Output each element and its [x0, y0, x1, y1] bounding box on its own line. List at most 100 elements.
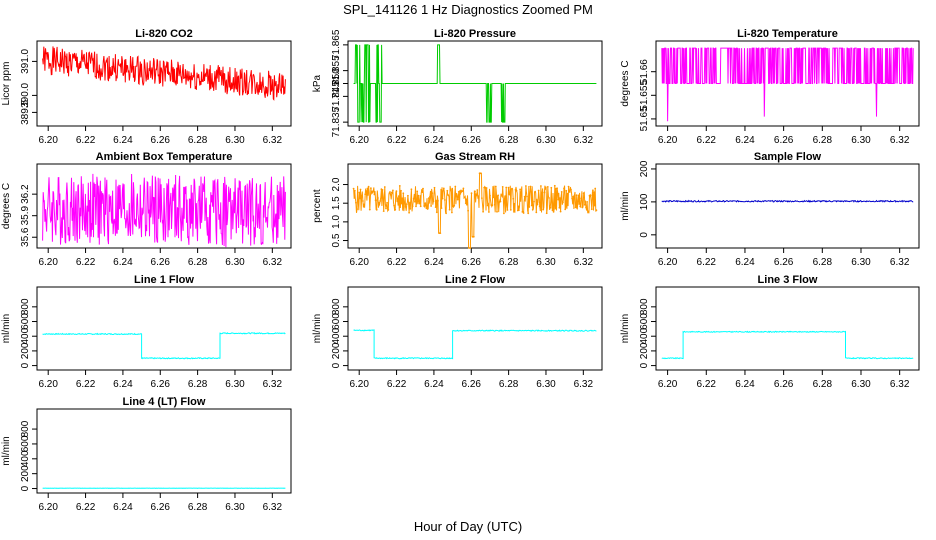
x-tick-label: 6.32 — [263, 257, 283, 268]
data-point — [577, 200, 579, 203]
x-tick-label: 6.26 — [774, 379, 794, 390]
data-point — [497, 194, 499, 197]
x-tick-label: 6.24 — [113, 379, 133, 390]
data-point — [472, 235, 475, 238]
x-tick-label: 6.32 — [263, 502, 283, 513]
data-point — [456, 198, 459, 201]
data-point — [378, 201, 380, 204]
data-point — [503, 212, 505, 215]
data-point — [383, 186, 386, 188]
data-point — [424, 202, 427, 205]
data-point — [541, 191, 543, 194]
data-point — [499, 200, 502, 203]
y-tick-label: 800 — [639, 298, 650, 315]
y-tick-label: 35.6 — [20, 227, 31, 247]
panel-title: Line 4 (LT) Flow — [123, 396, 206, 408]
series-line-co2 — [42, 46, 286, 101]
x-tick-label: 6.24 — [424, 379, 444, 390]
x-tick-label: 6.30 — [225, 135, 245, 146]
data-point — [423, 205, 425, 207]
panel-title: Sample Flow — [754, 151, 822, 163]
data-point — [455, 193, 458, 195]
data-point — [592, 189, 594, 192]
data-point — [488, 211, 490, 213]
figure-title: SPL_141126 1 Hz Diagnostics Zoomed PM — [343, 2, 593, 17]
x-tick-label: 6.26 — [462, 379, 482, 390]
x-tick-label: 6.28 — [813, 379, 833, 390]
data-point — [363, 203, 365, 206]
data-point — [506, 209, 509, 211]
data-point — [566, 192, 569, 195]
data-point — [416, 190, 419, 193]
y-tick-label: 0 — [639, 232, 650, 238]
data-point — [578, 203, 580, 205]
y-tick-label: 1.5 — [331, 196, 342, 210]
y-axis-label: ml/min — [312, 314, 323, 343]
x-tick-label: 6.22 — [76, 502, 96, 513]
data-point — [388, 192, 391, 195]
panel-sample-flow: Sample Flow 6.20 6.22 6.24 6.26 6.28 6.30 6.32 0… — [620, 151, 920, 268]
data-point — [482, 210, 484, 213]
y-axis-label: degrees C — [1, 183, 12, 229]
x-tick-label: 6.20 — [349, 379, 369, 390]
data-point — [352, 187, 355, 190]
data-point — [405, 203, 408, 206]
data-point — [581, 206, 584, 209]
panel-li-820-pressure: Li-820 Pressure 6.20 6.22 6.24 6.26 6.28 6.30 6… — [312, 28, 603, 146]
data-point — [368, 208, 371, 211]
x-tick-label: 6.30 — [225, 379, 245, 390]
data-point — [375, 208, 378, 211]
data-point — [392, 189, 394, 192]
data-point — [393, 204, 395, 207]
data-point — [545, 212, 548, 215]
data-point — [389, 193, 392, 196]
data-point — [427, 197, 430, 200]
data-point — [557, 198, 560, 201]
y-tick-label: 600 — [331, 313, 342, 330]
y-tick-label: 100 — [639, 193, 650, 210]
data-point — [437, 200, 439, 202]
panel-line-1-flow: Line 1 Flow 6.20 6.22 6.24 6.26 6.28 6.30 6.32 0… — [1, 274, 292, 390]
y-tick-label: 71.835 — [331, 106, 342, 137]
x-tick-label: 6.26 — [462, 135, 482, 146]
x-tick-label: 6.20 — [38, 135, 58, 146]
data-point — [511, 187, 513, 190]
y-tick-label: 51.66 — [639, 59, 650, 84]
panel-title: Li-820 CO2 — [135, 28, 192, 40]
panel-line-4-lt-flow: Line 4 (LT) Flow 6.20 6.22 6.24 6.26 6.28 6.30… — [1, 396, 292, 513]
data-point — [403, 201, 406, 204]
data-point — [434, 206, 437, 209]
data-point — [580, 197, 583, 200]
data-point — [420, 189, 423, 191]
data-point — [590, 208, 593, 211]
panels: Li-820 CO2 6.20 6.22 6.24 6.26 6.28 6.30 6.32 38… — [1, 28, 920, 513]
x-tick-label: 6.26 — [151, 135, 171, 146]
data-point — [489, 194, 491, 197]
data-point — [422, 187, 424, 190]
plot-frame — [655, 286, 920, 371]
data-point — [570, 188, 572, 191]
data-point — [525, 185, 527, 187]
data-point — [575, 194, 578, 197]
plot-frame — [36, 408, 292, 494]
data-point — [583, 203, 586, 206]
data-point — [379, 200, 382, 202]
data-point — [587, 210, 590, 213]
data-point — [430, 205, 432, 207]
plot-frame — [36, 40, 292, 127]
x-tick-label: 6.28 — [813, 135, 833, 146]
data-point — [520, 191, 523, 194]
x-tick-label: 6.28 — [188, 135, 208, 146]
data-point — [429, 195, 431, 198]
data-point — [531, 208, 534, 211]
y-tick-label: 51.65 — [639, 106, 650, 131]
y-tick-label: 71.855 — [331, 55, 342, 86]
y-axis-label: kPa — [312, 74, 323, 92]
x-tick-label: 6.20 — [349, 257, 369, 268]
data-point — [548, 197, 550, 199]
x-tick-label: 6.28 — [499, 135, 519, 146]
data-point — [553, 184, 556, 187]
x-tick-label: 6.20 — [38, 502, 58, 513]
data-point — [382, 210, 385, 213]
x-tick-label: 6.32 — [263, 379, 283, 390]
